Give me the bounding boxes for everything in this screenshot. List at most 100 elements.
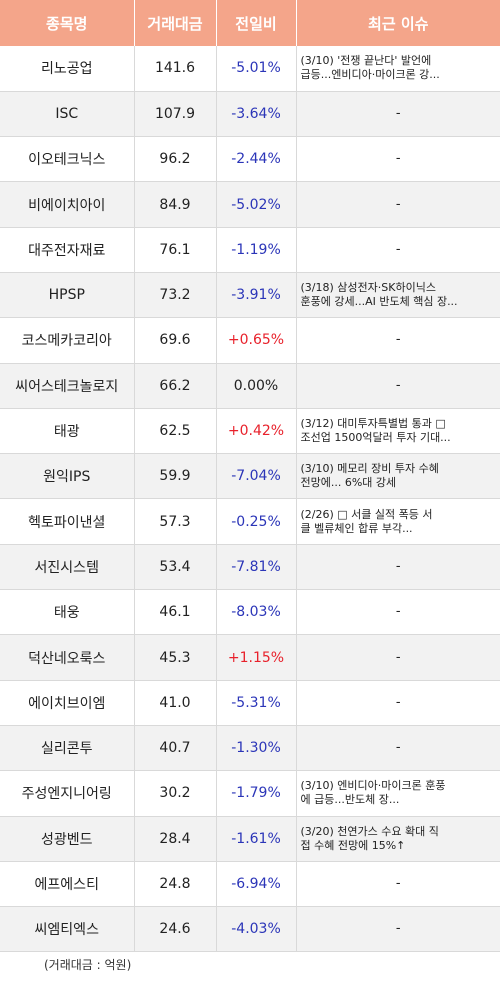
header-change: 전일비: [215, 0, 296, 46]
recent-issue-line: 에 급등...반도체 장...: [300, 793, 400, 807]
stock-name[interactable]: 헥토파이낸셜: [0, 498, 134, 545]
stock-name[interactable]: 덕산네오룩스: [0, 634, 134, 681]
recent-issue-line: 전망에... 6%대 강세: [300, 476, 397, 490]
stock-name[interactable]: 대주전자재료: [0, 227, 134, 273]
recent-issue: -: [295, 634, 500, 681]
recent-issue-line: (3/20) 천연가스 수요 확대 직: [300, 824, 439, 838]
table-body: 리노공업 141.6 -5.01% (3/10) '전쟁 끝난다' 발언에 급등...엔…: [0, 46, 500, 953]
stock-name[interactable]: 원익IPS: [0, 453, 134, 500]
stock-name[interactable]: 태광: [0, 408, 134, 455]
header-news: 최근 이슈: [295, 0, 500, 46]
stock-name[interactable]: 씨어스테크놀로지: [0, 363, 134, 409]
recent-issue[interactable]: (3/18) 삼성전자·SK하이닉스 훈풍에 강세...AI 반도체 핵심 장..…: [295, 272, 500, 319]
table-row: 코스메카코리아 69.6 +0.65% -: [0, 317, 500, 364]
stock-name[interactable]: ISC: [0, 91, 134, 138]
stock-name[interactable]: 에이치브이엠: [0, 680, 134, 726]
trading-volume: 30.2: [133, 770, 216, 817]
trading-volume: 53.4: [133, 544, 216, 591]
price-change: -3.91%: [215, 272, 296, 319]
price-change: -1.19%: [215, 227, 296, 273]
stock-name[interactable]: 리노공업: [0, 46, 134, 92]
recent-issue[interactable]: (3/10) 메모리 장비 투자 수혜 전망에... 6%대 강세: [295, 453, 500, 500]
table-row: 에이치브이엠 41.0 -5.31% -: [0, 680, 500, 726]
price-change: -7.04%: [215, 453, 296, 500]
table-row: HPSP 73.2 -3.91% (3/18) 삼성전자·SK하이닉스 훈풍에 강세..…: [0, 272, 500, 319]
price-change: +0.65%: [215, 317, 296, 364]
trading-volume: 41.0: [133, 680, 216, 726]
recent-issue[interactable]: (3/10) '전쟁 끝난다' 발언에 급등...엔비디아·마이크론 강...: [295, 46, 500, 92]
recent-issue[interactable]: (3/10) 엔비디아·마이크론 훈풍 에 급등...반도체 장...: [295, 770, 500, 817]
trading-volume: 107.9: [133, 91, 216, 138]
trading-volume: 24.8: [133, 861, 216, 908]
table-row: ISC 107.9 -3.64% -: [0, 91, 500, 138]
price-change: -1.30%: [215, 725, 296, 772]
stock-name[interactable]: HPSP: [0, 272, 134, 319]
trading-volume: 45.3: [133, 634, 216, 681]
price-change: 0.00%: [215, 363, 296, 409]
recent-issue-line: 접 수혜 전망에 15%↑: [300, 838, 406, 852]
recent-issue: -: [295, 589, 500, 636]
trading-volume: 84.9: [133, 181, 216, 228]
recent-issue: -: [295, 906, 500, 953]
recent-issue: -: [295, 725, 500, 772]
recent-issue-line: (3/18) 삼성전자·SK하이닉스: [300, 281, 436, 295]
trading-volume: 46.1: [133, 589, 216, 636]
table-row: 태광 62.5 +0.42% (3/12) 대미투자특별법 통과 □ 조선업 1500억…: [0, 408, 500, 455]
stock-name[interactable]: 코스메카코리아: [0, 317, 134, 364]
price-change: +0.42%: [215, 408, 296, 455]
price-change: -5.31%: [215, 680, 296, 726]
recent-issue-line: 훈풍에 강세...AI 반도체 핵심 장...: [300, 295, 458, 309]
recent-issue: -: [295, 680, 500, 726]
table-row: 대주전자재료 76.1 -1.19% -: [0, 227, 500, 273]
price-change: -1.61%: [215, 816, 296, 862]
stock-name[interactable]: 성광벤드: [0, 816, 134, 862]
price-change: -1.79%: [215, 770, 296, 817]
recent-issue: -: [295, 181, 500, 228]
table-row: 에프에스티 24.8 -6.94% -: [0, 861, 500, 908]
stock-name[interactable]: 태웅: [0, 589, 134, 636]
recent-issue-line: (2/26) □ 서클 실적 폭등 서: [300, 507, 433, 521]
table-row: 태웅 46.1 -8.03% -: [0, 589, 500, 636]
recent-issue-line: 급등...엔비디아·마이크론 강...: [300, 68, 440, 82]
header-name: 종목명: [0, 0, 134, 46]
price-change: -6.94%: [215, 861, 296, 908]
price-change: -5.01%: [215, 46, 296, 92]
recent-issue-line: (3/12) 대미투자특별법 통과 □: [300, 417, 446, 431]
stock-name[interactable]: 이오테크닉스: [0, 136, 134, 183]
stock-name[interactable]: 에프에스티: [0, 861, 134, 908]
price-change: +1.15%: [215, 634, 296, 681]
recent-issue-line: 클 벨류체인 합류 부각...: [300, 521, 413, 535]
stock-name[interactable]: 비에이치아이: [0, 181, 134, 228]
recent-issue-line: (3/10) '전쟁 끝난다' 발언에: [300, 54, 432, 68]
table-row: 실리콘투 40.7 -1.30% -: [0, 725, 500, 772]
price-change: -7.81%: [215, 544, 296, 591]
price-change: -3.64%: [215, 91, 296, 138]
stock-name[interactable]: 서진시스템: [0, 544, 134, 591]
stock-name[interactable]: 실리콘투: [0, 725, 134, 772]
trading-volume: 96.2: [133, 136, 216, 183]
table-row: 리노공업 141.6 -5.01% (3/10) '전쟁 끝난다' 발언에 급등...엔…: [0, 46, 500, 92]
trading-volume: 24.6: [133, 906, 216, 953]
stock-name[interactable]: 씨엠티엑스: [0, 906, 134, 953]
price-change: -0.25%: [215, 498, 296, 545]
table-row: 원익IPS 59.9 -7.04% (3/10) 메모리 장비 투자 수혜 전망에...…: [0, 453, 500, 500]
stock-name[interactable]: 주성엔지니어링: [0, 770, 134, 817]
table-row: 서진시스템 53.4 -7.81% -: [0, 544, 500, 591]
price-change: -5.02%: [215, 181, 296, 228]
recent-issue: -: [295, 91, 500, 138]
recent-issue[interactable]: (3/12) 대미투자특별법 통과 □ 조선업 1500억달러 투자 기대...: [295, 408, 500, 455]
price-change: -4.03%: [215, 906, 296, 953]
recent-issue: -: [295, 136, 500, 183]
recent-issue-line: (3/10) 메모리 장비 투자 수혜: [300, 462, 439, 476]
header-volume: 거래대금: [133, 0, 216, 46]
trading-volume: 76.1: [133, 227, 216, 273]
recent-issue: -: [295, 544, 500, 591]
stock-table: 종목명 거래대금 전일비 최근 이슈 리노공업 141.6 -5.01% (3/10)…: [0, 0, 500, 953]
trading-volume: 141.6: [133, 46, 216, 92]
recent-issue-line: 조선업 1500억달러 투자 기대...: [300, 431, 451, 445]
price-change: -8.03%: [215, 589, 296, 636]
